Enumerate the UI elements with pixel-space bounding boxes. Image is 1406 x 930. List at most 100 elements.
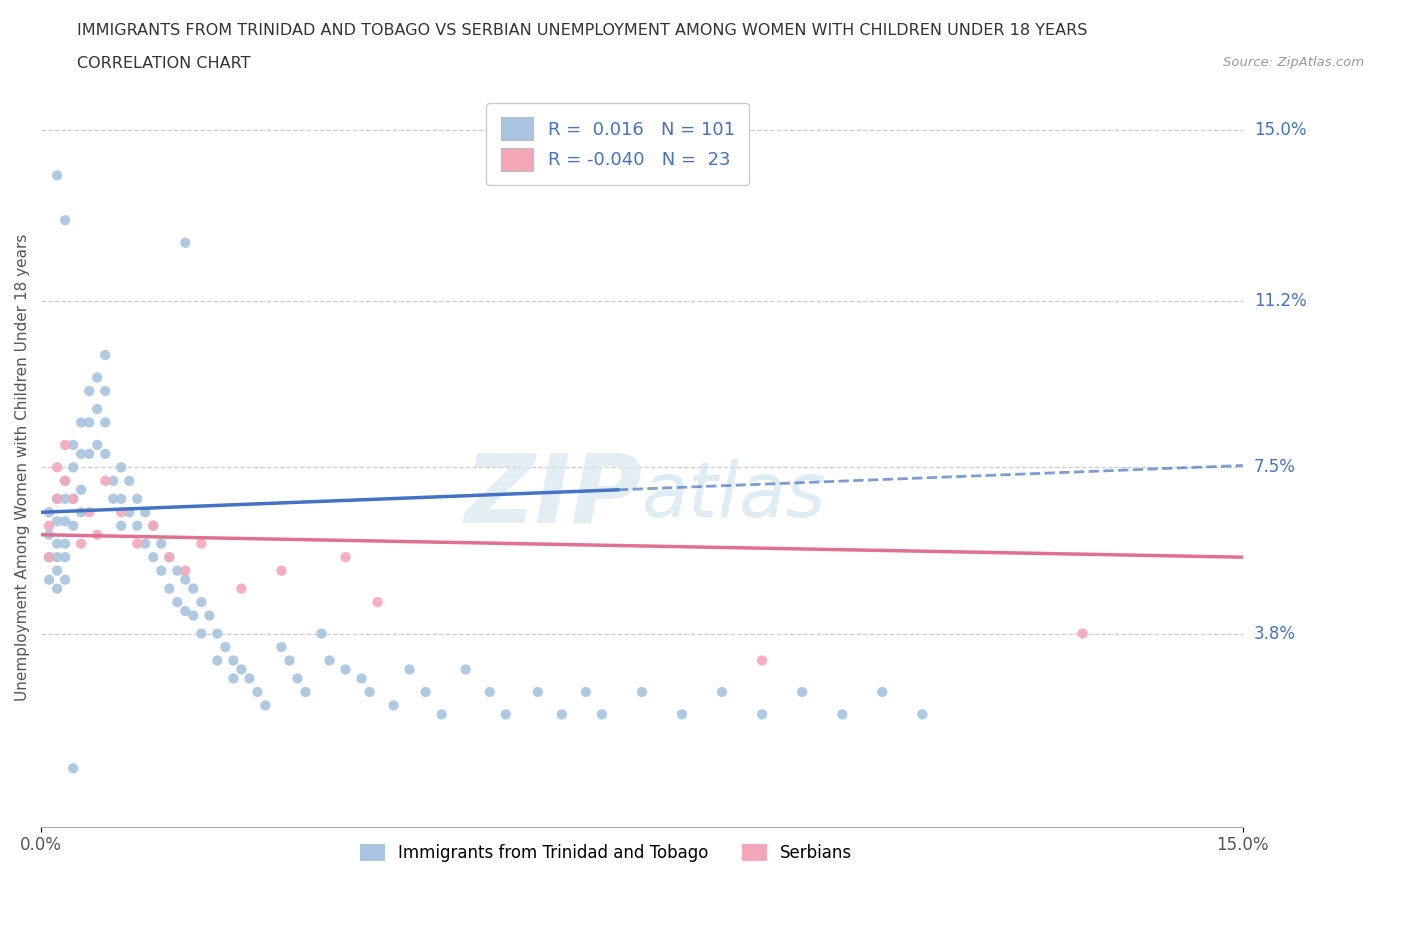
Point xyxy=(190,537,212,551)
Point xyxy=(222,671,245,686)
Point xyxy=(335,550,357,565)
Point xyxy=(110,518,132,533)
Point xyxy=(671,707,693,722)
Point xyxy=(270,564,292,578)
Point xyxy=(231,662,253,677)
Point xyxy=(1071,626,1094,641)
Point xyxy=(77,505,100,520)
Point xyxy=(166,594,188,609)
Point xyxy=(591,707,613,722)
Point xyxy=(62,518,84,533)
Point xyxy=(238,671,260,686)
Point xyxy=(157,550,180,565)
Point xyxy=(70,483,93,498)
Text: 11.2%: 11.2% xyxy=(1254,292,1306,310)
Point xyxy=(181,608,204,623)
Point xyxy=(38,505,60,520)
Point xyxy=(751,653,773,668)
Point xyxy=(287,671,309,686)
Point xyxy=(53,550,76,565)
Point xyxy=(46,513,69,528)
Legend: Immigrants from Trinidad and Tobago, Serbians: Immigrants from Trinidad and Tobago, Ser… xyxy=(353,837,859,869)
Text: 15.0%: 15.0% xyxy=(1254,122,1306,140)
Point xyxy=(181,581,204,596)
Point xyxy=(110,460,132,475)
Point xyxy=(198,608,221,623)
Text: 7.5%: 7.5% xyxy=(1254,458,1296,476)
Point xyxy=(53,437,76,452)
Point xyxy=(278,653,301,668)
Point xyxy=(214,640,236,655)
Point xyxy=(311,626,333,641)
Point xyxy=(174,564,197,578)
Point xyxy=(127,518,149,533)
Point xyxy=(53,491,76,506)
Point xyxy=(46,537,69,551)
Point xyxy=(495,707,517,722)
Point xyxy=(415,684,437,699)
Point xyxy=(38,572,60,587)
Point xyxy=(103,473,125,488)
Point xyxy=(142,518,165,533)
Point xyxy=(157,550,180,565)
Point xyxy=(350,671,373,686)
Point xyxy=(174,572,197,587)
Point xyxy=(157,581,180,596)
Point xyxy=(246,684,269,699)
Point xyxy=(190,626,212,641)
Point xyxy=(70,415,93,430)
Point xyxy=(335,662,357,677)
Point xyxy=(222,653,245,668)
Point xyxy=(430,707,453,722)
Point xyxy=(86,527,108,542)
Point xyxy=(792,684,814,699)
Point xyxy=(86,370,108,385)
Point xyxy=(254,698,277,713)
Point xyxy=(53,537,76,551)
Point xyxy=(134,505,156,520)
Point xyxy=(142,550,165,565)
Text: Source: ZipAtlas.com: Source: ZipAtlas.com xyxy=(1223,56,1364,69)
Point xyxy=(134,537,156,551)
Point xyxy=(150,564,173,578)
Point xyxy=(94,415,117,430)
Point xyxy=(70,446,93,461)
Point xyxy=(77,383,100,398)
Point xyxy=(174,235,197,250)
Point xyxy=(711,684,734,699)
Point xyxy=(318,653,340,668)
Point xyxy=(110,491,132,506)
Point xyxy=(62,761,84,776)
Point xyxy=(551,707,574,722)
Point xyxy=(190,594,212,609)
Point xyxy=(38,550,60,565)
Point xyxy=(382,698,405,713)
Text: CORRELATION CHART: CORRELATION CHART xyxy=(77,56,250,71)
Text: atlas: atlas xyxy=(643,459,827,533)
Point xyxy=(150,537,173,551)
Point xyxy=(46,564,69,578)
Point xyxy=(478,684,501,699)
Point xyxy=(38,527,60,542)
Point xyxy=(831,707,853,722)
Point xyxy=(53,473,76,488)
Point xyxy=(911,707,934,722)
Point xyxy=(46,550,69,565)
Point xyxy=(53,572,76,587)
Point xyxy=(86,402,108,417)
Point xyxy=(77,446,100,461)
Point xyxy=(53,473,76,488)
Point xyxy=(127,491,149,506)
Point xyxy=(631,684,654,699)
Point xyxy=(46,168,69,183)
Point xyxy=(207,653,229,668)
Point xyxy=(62,437,84,452)
Point xyxy=(110,505,132,520)
Point xyxy=(231,581,253,596)
Point xyxy=(46,491,69,506)
Point xyxy=(398,662,420,677)
Point xyxy=(38,518,60,533)
Point xyxy=(86,437,108,452)
Point xyxy=(38,550,60,565)
Point xyxy=(62,491,84,506)
